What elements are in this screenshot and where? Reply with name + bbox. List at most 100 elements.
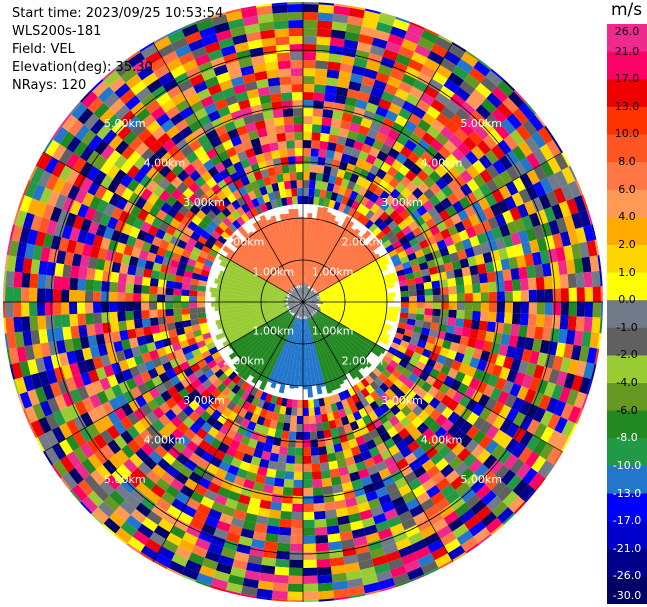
noise-gate-1803: [214, 449, 226, 461]
noise-gate-2710: [188, 193, 200, 205]
noise-gate-617: [536, 209, 549, 225]
ring-label-5km-0: 5.00km: [104, 117, 146, 130]
noise-gate-81: [322, 173, 331, 183]
colorbar-swatch-16: [607, 465, 647, 495]
noise-gate-2542: [54, 193, 68, 210]
noise-gate-30: [309, 164, 318, 173]
noise-gate-2418: [198, 279, 208, 287]
noise-gate-2424: [150, 269, 161, 280]
noise-gate-2094: [108, 397, 122, 411]
noise-gate-1919: [119, 499, 136, 515]
noise-gate-1746: [246, 420, 257, 431]
noise-gate-1153: [423, 415, 436, 428]
noise-gate-1397: [380, 535, 396, 548]
noise-gate-2650: [53, 126, 69, 145]
noise-gate-2529: [151, 236, 163, 247]
noise-gate-805: [600, 302, 603, 318]
noise-gate-2731: [222, 217, 233, 228]
noise-gate-2179: [42, 384, 55, 401]
near-origin-ray-88: [287, 302, 303, 304]
noise-gate-1399: [385, 550, 402, 563]
noise-gate-2981: [228, 68, 243, 80]
noise-gate-1073: [427, 385, 439, 398]
noise-gate-1829: [206, 444, 218, 457]
noise-gate-746: [543, 275, 553, 290]
colorbar-tick-12: -2.0: [616, 348, 638, 362]
noise-gate-2929: [204, 76, 220, 89]
noise-gate-1346: [407, 531, 424, 545]
noise-gate-1535: [303, 407, 309, 416]
noise-gate-2810: [231, 199, 241, 210]
noise-gate-853: [565, 329, 576, 345]
noise-gate-2666: [126, 164, 140, 179]
noise-gate-1843: [145, 538, 162, 554]
noise-gate-3116: [288, 20, 303, 29]
noise-gate-2029: [207, 359, 218, 370]
noise-gate-1875: [221, 396, 232, 408]
noise-gate-1706: [230, 516, 245, 529]
noise-gate-2785: [221, 196, 232, 208]
noise-gate-1790: [174, 546, 192, 560]
noise-gate-1492: [321, 477, 333, 487]
near-origin-ray-43: [303, 302, 317, 315]
noise-gate-950: [499, 366, 511, 381]
noise-gate-1871: [126, 543, 141, 554]
noise-gate-2047: [86, 438, 101, 454]
noise-gate-2322: [132, 302, 142, 311]
noise-gate-398: [417, 181, 430, 194]
noise-gate-2032: [187, 372, 198, 384]
noise-gate-2828: [146, 78, 163, 94]
noise-gate-143: [355, 99, 368, 110]
noise-gate-166: [358, 125, 370, 136]
noise-gate-2654: [204, 225, 215, 235]
noise-gate-1495: [324, 501, 336, 511]
noise-gate-428: [447, 166, 460, 180]
noise-gate-942: [439, 347, 450, 358]
noise-gate-3004: [246, 88, 260, 100]
noise-gate-2454: [121, 253, 132, 265]
noise-gate-593: [546, 190, 559, 207]
noise-gate-1464: [328, 460, 339, 470]
noise-gate-692: [524, 253, 535, 267]
noise-gate-126: [359, 26, 376, 38]
noise-gate-2128: [45, 413, 59, 431]
noise-gate-3091: [272, 12, 289, 22]
near-origin-ray-67: [296, 302, 303, 319]
noise-gate-654: [428, 266, 438, 275]
noise-gate-3011: [232, 33, 248, 46]
noise-gate-1944: [114, 484, 131, 500]
noise-gate-2939: [262, 193, 271, 204]
noise-gate-207: [409, 21, 426, 30]
noise-gate-3060: [263, 53, 278, 63]
noise-gate-364: [368, 223, 378, 233]
noise-gate-1377: [409, 574, 426, 583]
noise-gate-1668: [267, 427, 276, 437]
noise-gate-1476: [343, 554, 359, 565]
velocity-ray-46: [313, 314, 363, 371]
noise-gate-939: [416, 339, 427, 349]
noise-gate-358: [465, 95, 481, 111]
noise-gate-3079: [282, 108, 294, 118]
noise-gate-1175: [395, 399, 407, 411]
noise-gate-1031: [505, 408, 519, 423]
noise-gate-3063: [260, 29, 276, 40]
noise-gate-1525: [315, 534, 329, 544]
noise-gate-2159: [194, 334, 205, 343]
noise-gate-388: [497, 80, 514, 97]
noise-gate-1948: [92, 507, 109, 524]
noise-gate-2170: [110, 361, 122, 375]
noise-gate-1942: [126, 473, 142, 488]
noise-gate-2821: [179, 125, 193, 139]
noise-gate-1388: [358, 468, 370, 479]
noise-gate-598: [394, 264, 404, 272]
noise-gate-393: [389, 210, 400, 221]
noise-gate-869: [484, 331, 495, 343]
noise-gate-2056: [197, 359, 208, 369]
noise-gate-2230: [42, 355, 54, 371]
noise-gate-912: [411, 331, 421, 340]
noise-gate-469: [388, 234, 399, 245]
velocity-ray-77: [228, 311, 290, 360]
noise-gate-1489: [319, 454, 329, 464]
noise-gate-718: [526, 265, 536, 279]
near-origin-ray-14: [303, 290, 315, 302]
